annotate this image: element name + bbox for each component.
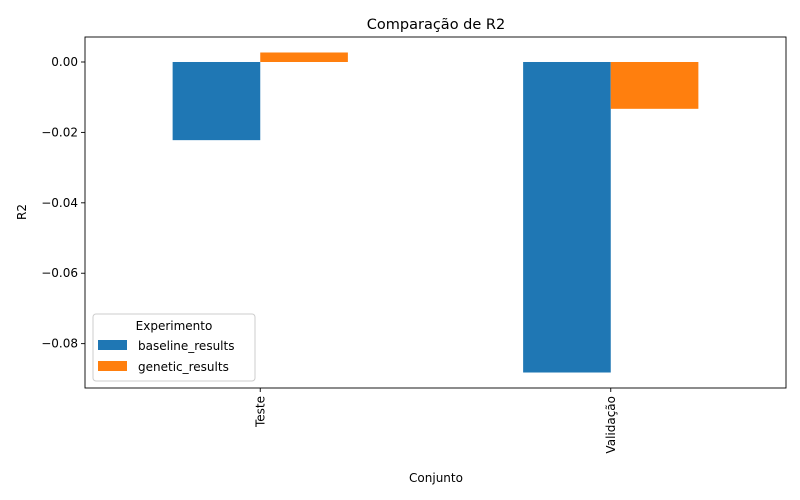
bar-genetic_results-0 <box>260 52 348 62</box>
legend: Experimento baseline_results genetic_resu… <box>92 313 256 382</box>
chart-title: Comparação de R2 <box>367 17 505 33</box>
y-tick-label: −0.06 <box>41 266 78 280</box>
bar-baseline_results-1 <box>523 61 611 373</box>
legend-label-genetic_results: genetic_results <box>138 360 229 374</box>
plot-area: 0.00 −0.02 −0.04 −0.06 −0.08 Teste Validação <box>41 36 787 454</box>
y-tick-label: 0.00 <box>51 55 78 69</box>
axes-frame <box>84 36 787 389</box>
x-tick-label: Validação <box>604 396 618 454</box>
y-tick-label: −0.08 <box>41 337 78 351</box>
x-tick-label: Teste <box>253 396 267 428</box>
bar-genetic_results-1 <box>610 61 699 109</box>
y-axis-label: R2 <box>15 204 29 220</box>
legend-swatch-genetic_results <box>98 361 127 371</box>
legend-swatch-baseline_results <box>98 340 127 350</box>
y-tick-label: −0.04 <box>41 196 78 210</box>
legend-label-baseline_results: baseline_results <box>138 339 234 353</box>
y-tick-label: −0.02 <box>41 125 78 139</box>
legend-title: Experimento <box>136 319 213 333</box>
bar-baseline_results-0 <box>172 61 261 141</box>
legend-frame <box>92 313 256 382</box>
x-axis-label: Conjunto <box>409 471 463 485</box>
